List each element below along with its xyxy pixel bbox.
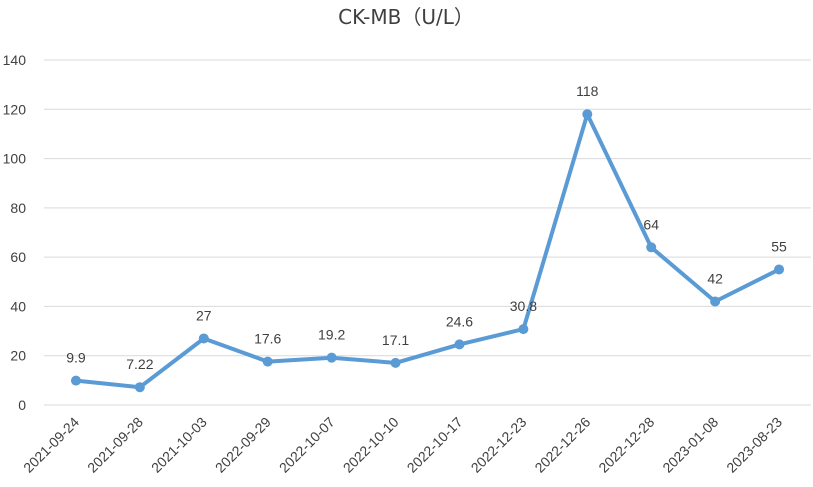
x-tick-label: 2022-10-10: [340, 414, 402, 476]
data-point: [518, 324, 529, 335]
series-line: [74, 112, 781, 390]
data-label: 42: [707, 271, 723, 287]
y-tick-label: 120: [3, 101, 27, 117]
y-tick-label: 20: [10, 348, 26, 364]
data-labels: 9.9 7.22 27 17.6 19.2 17.1 24.6 30.8 118 64 42 55: [66, 83, 787, 372]
data-point: [646, 242, 657, 253]
data-label: 55: [771, 238, 787, 254]
x-tick-label: 2022-10-17: [404, 414, 466, 476]
chart-title: CK-MB（U/L）: [338, 5, 474, 29]
x-tick-label: 2022-10-07: [276, 414, 338, 476]
data-point: [262, 356, 273, 367]
data-label: 27: [196, 307, 212, 323]
y-tick-label: 60: [10, 249, 26, 265]
data-label: 64: [643, 216, 659, 232]
x-tick-label: 2021-09-28: [84, 414, 146, 476]
y-tick-label: 80: [10, 200, 26, 216]
x-tick-label: 2023-01-08: [659, 414, 721, 476]
y-tick-label: 0: [18, 397, 26, 413]
x-tick-label: 2023-08-23: [723, 414, 785, 476]
data-label: 118: [576, 83, 599, 99]
gridlines: [44, 59, 811, 406]
data-label: 17.1: [382, 332, 409, 348]
data-label: 30.8: [510, 298, 537, 314]
y-tick-label: 140: [3, 52, 27, 68]
data-point: [326, 352, 337, 363]
data-points: [70, 109, 785, 393]
data-point: [454, 339, 465, 350]
data-label: 24.6: [446, 313, 473, 329]
data-point: [582, 109, 593, 120]
data-point: [198, 333, 209, 344]
data-label: 17.6: [254, 331, 281, 347]
data-point: [70, 375, 81, 386]
data-label: 7.22: [126, 356, 153, 372]
series-line-layer: [74, 112, 781, 390]
y-tick-label: 100: [3, 151, 27, 167]
data-point: [134, 382, 145, 393]
y-axis-tick-labels: 0 20 40 60 80 100 120 140: [3, 52, 27, 413]
data-point: [390, 357, 401, 368]
x-tick-label: 2022-12-28: [595, 414, 657, 476]
y-tick-label: 40: [10, 298, 26, 314]
x-tick-label: 2021-09-24: [20, 414, 82, 476]
data-point: [774, 264, 785, 275]
x-axis-tick-labels: 2021-09-24 2021-09-28 2021-10-03 2022-09-29…: [20, 414, 785, 476]
data-label: 9.9: [66, 350, 86, 366]
x-tick-label: 2022-09-29: [212, 414, 274, 476]
data-point: [710, 296, 721, 307]
x-tick-label: 2022-12-23: [468, 414, 530, 476]
x-tick-label: 2022-12-26: [531, 414, 593, 476]
x-tick-label: 2021-10-03: [148, 414, 210, 476]
data-label: 19.2: [318, 327, 345, 343]
